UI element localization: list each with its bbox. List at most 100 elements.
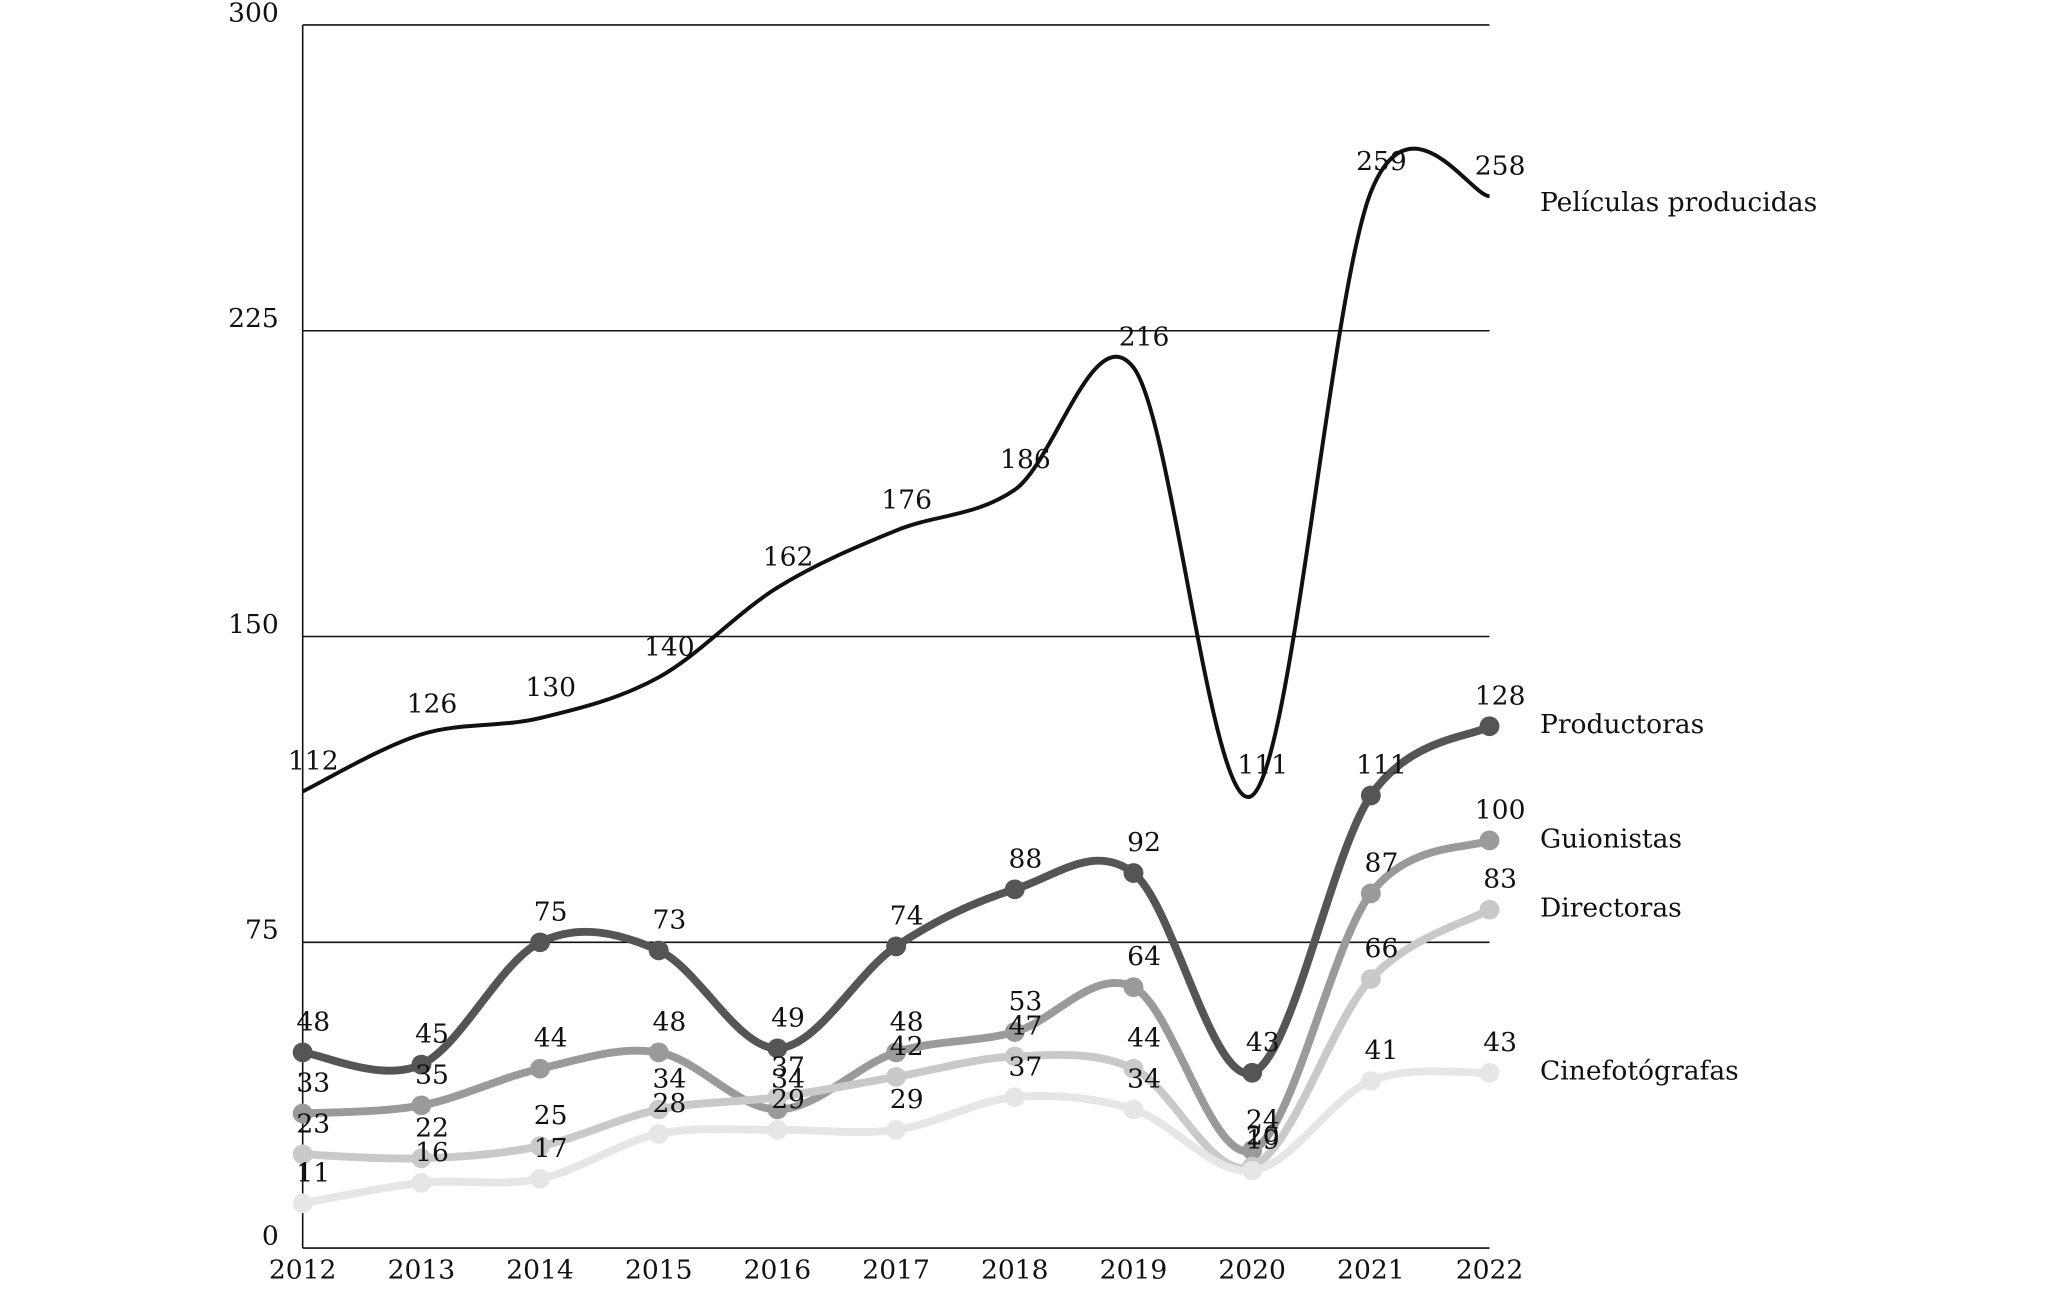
point-marker	[1004, 879, 1025, 900]
value-label: 28	[652, 1088, 686, 1119]
x-tick-label: 2018	[981, 1255, 1049, 1286]
point-marker	[411, 1148, 432, 1169]
value-label: 37	[771, 1051, 805, 1082]
value-label: 24	[1246, 1104, 1280, 1135]
value-label: 33	[296, 1068, 330, 1099]
value-label: 176	[881, 485, 932, 516]
value-label: 16	[415, 1137, 449, 1168]
x-tick-label: 2013	[388, 1255, 456, 1286]
value-label: 111	[1356, 750, 1407, 781]
value-label: 35	[415, 1060, 449, 1091]
point-marker	[1360, 1071, 1381, 1091]
value-label: 74	[890, 901, 924, 932]
point-marker	[1479, 899, 1500, 920]
point-marker	[1360, 969, 1381, 989]
value-label: 34	[652, 1064, 686, 1095]
x-tick-label: 2020	[1218, 1255, 1286, 1286]
value-label: 47	[1009, 1011, 1043, 1042]
x-tick-label: 2016	[744, 1255, 812, 1286]
point-marker	[1123, 863, 1144, 883]
point-marker	[886, 1042, 907, 1063]
point-marker	[530, 1058, 551, 1079]
value-label: 44	[534, 1023, 568, 1054]
y-tick-label: 0	[262, 1221, 279, 1252]
point-marker	[648, 940, 669, 961]
y-tick-label: 75	[245, 915, 279, 946]
x-tick-label: 2022	[1456, 1255, 1524, 1286]
value-label: 112	[288, 746, 339, 777]
value-label: 45	[415, 1019, 449, 1050]
point-marker	[1360, 785, 1381, 806]
value-label: 17	[534, 1133, 568, 1164]
value-label: 53	[1009, 986, 1043, 1017]
value-label: 23	[296, 1108, 330, 1139]
legend-label: Cinefotógrafas	[1540, 1056, 1739, 1087]
point-marker	[1004, 1087, 1025, 1108]
value-label: 126	[407, 689, 458, 720]
value-label: 11	[296, 1157, 330, 1188]
value-label: 34	[1127, 1064, 1161, 1095]
point-marker	[648, 1124, 669, 1144]
value-label: 162	[763, 542, 814, 573]
point-marker	[1123, 1099, 1144, 1120]
value-label: 49	[771, 1002, 805, 1033]
point-marker	[1479, 716, 1500, 737]
point-marker	[886, 936, 907, 957]
value-label: 128	[1475, 680, 1526, 711]
value-label: 48	[890, 1007, 924, 1038]
point-marker	[530, 932, 551, 953]
value-label: 111	[1237, 750, 1288, 781]
value-label: 44	[1127, 1023, 1161, 1054]
point-marker	[648, 1099, 669, 1120]
point-marker	[886, 1066, 907, 1087]
legend-label: Películas producidas	[1540, 187, 1817, 218]
point-marker	[292, 1144, 313, 1165]
series-line	[301, 146, 1491, 799]
value-label: 140	[644, 631, 695, 662]
y-tick-label: 150	[228, 609, 279, 640]
value-label: 20	[1246, 1121, 1280, 1152]
value-label: 48	[296, 1007, 330, 1038]
point-marker	[530, 1168, 551, 1189]
x-tick-label: 2014	[506, 1255, 574, 1286]
x-tick-label: 2019	[1100, 1255, 1168, 1286]
point-marker	[1242, 1062, 1263, 1083]
value-label: 29	[771, 1084, 805, 1115]
point-marker	[648, 1042, 669, 1063]
value-label: 29	[890, 1084, 924, 1115]
point-marker	[411, 1054, 432, 1075]
value-label: 43	[1483, 1027, 1517, 1058]
value-label: 75	[534, 896, 568, 927]
point-marker	[1479, 830, 1500, 851]
legend-label: Directoras	[1540, 893, 1682, 924]
y-tick-label: 300	[228, 0, 279, 28]
value-label: 19	[1246, 1125, 1280, 1156]
value-label: 25	[534, 1100, 568, 1131]
point-marker	[1004, 1046, 1025, 1067]
point-marker	[1123, 1058, 1144, 1079]
value-label: 66	[1365, 933, 1399, 964]
x-tick-label: 2012	[269, 1255, 337, 1286]
value-label: 73	[652, 905, 686, 936]
point-marker	[1004, 1022, 1025, 1042]
series-line	[302, 906, 1492, 1173]
x-tick-label: 2021	[1337, 1255, 1405, 1286]
value-label: 41	[1365, 1035, 1399, 1066]
value-label: 258	[1475, 150, 1526, 181]
series-line	[302, 722, 1492, 1078]
series-line	[302, 1067, 1490, 1208]
value-label: 216	[1119, 322, 1170, 353]
value-label: 48	[652, 1007, 686, 1038]
point-marker	[1242, 1140, 1263, 1161]
point-marker	[292, 1042, 313, 1063]
point-marker	[292, 1103, 313, 1124]
x-tick-label: 2017	[862, 1255, 930, 1286]
point-marker	[530, 1136, 551, 1157]
value-label: 37	[1009, 1051, 1043, 1082]
value-label: 186	[1000, 444, 1051, 475]
point-marker	[411, 1172, 432, 1193]
point-marker	[886, 1119, 907, 1140]
value-label: 130	[525, 672, 576, 703]
legend-label: Productoras	[1540, 709, 1704, 740]
